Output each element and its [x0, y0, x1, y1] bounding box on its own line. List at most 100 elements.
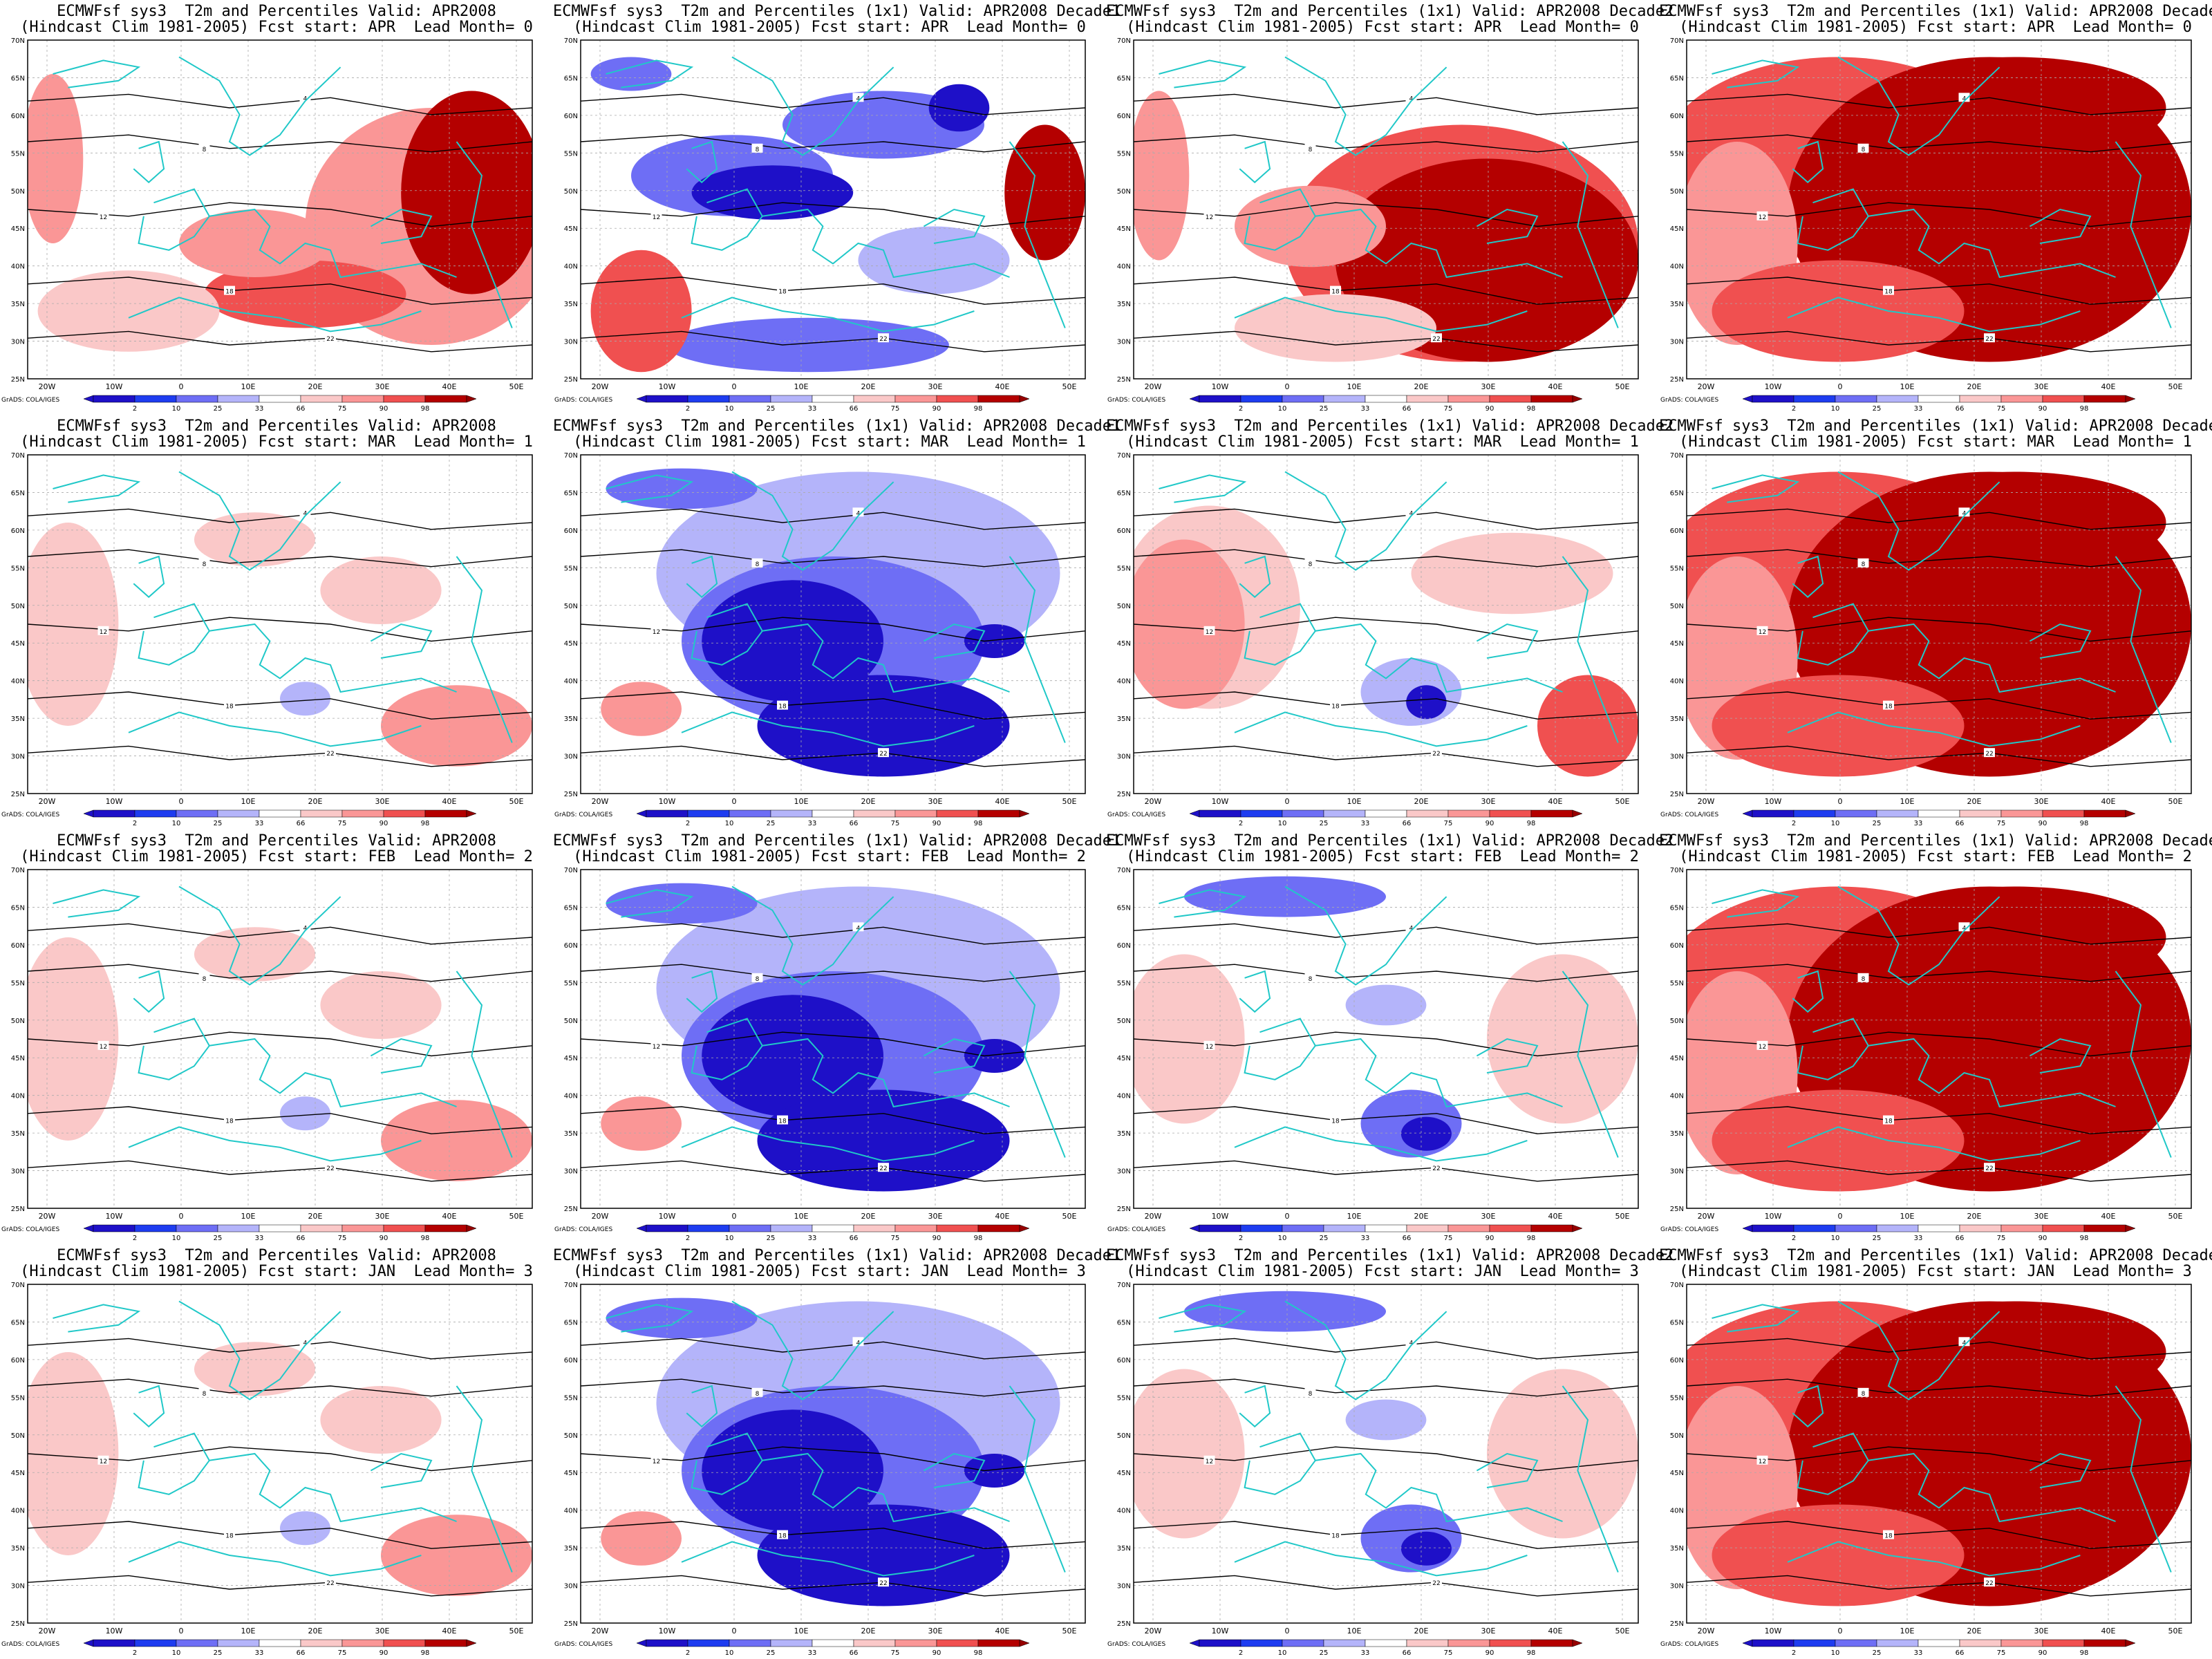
lat-tick-label: 35N: [1670, 1130, 1684, 1138]
lat-tick-label: 25N: [1670, 376, 1684, 384]
isotherm-label: 12: [1206, 1459, 1213, 1465]
lon-tick-label: 50E: [1062, 382, 1077, 391]
lat-tick-label: 40N: [11, 678, 25, 686]
lat-tick-label: 25N: [1117, 1206, 1131, 1213]
panel-title-line1: ECMWFsf sys3 T2m and Percentiles (1x1) V…: [553, 3, 1121, 20]
coastline: [1284, 1300, 1447, 1400]
percentile-shading: [28, 512, 532, 767]
colorbar-tick-label: 25: [767, 820, 776, 827]
coastline: [138, 603, 210, 666]
colorbar-tick-label: 2: [133, 405, 137, 413]
colorbar-segment: [1752, 395, 1794, 403]
percentile-region: [1863, 1301, 2166, 1403]
colorbar-segment: [2000, 1639, 2043, 1647]
isotherm-label: 8: [756, 1391, 760, 1398]
lat-tick-label: 70N: [11, 867, 25, 874]
lat-tick-label: 55N: [1117, 980, 1131, 987]
isotherm-label: 12: [100, 1459, 107, 1465]
isotherm-line: [28, 964, 532, 982]
map-canvas: 4812182270N65N60N55N50N45N40N35N30N25N20…: [1670, 37, 2192, 413]
colorbar-segment: [424, 1639, 467, 1647]
lon-tick-label: 10W: [1765, 1627, 1782, 1635]
lon-tick-label: 10E: [241, 797, 256, 806]
lon-tick-label: 30E: [2034, 382, 2049, 391]
colorbar-tick-label: 90: [2038, 405, 2047, 413]
colorbar-segment: [217, 809, 260, 818]
lon-tick-label: 40E: [995, 382, 1010, 391]
isotherm-line: [1134, 964, 1638, 982]
grads-credit: GrADS: COLA/IGES: [1660, 397, 1719, 404]
map-frame: [580, 1284, 1086, 1624]
coastline: [1244, 188, 1316, 251]
lat-tick-label: 50N: [1117, 603, 1131, 610]
map-canvas: 4812182270N65N60N55N50N45N40N35N30N25N20…: [1670, 452, 2192, 827]
colorbar-segment: [1876, 1224, 1919, 1232]
colorbar-tick-label: 75: [1444, 1649, 1453, 1657]
isotherm-label-box: [325, 333, 336, 343]
lon-tick-label: 30E: [375, 1212, 390, 1221]
panel-title-line1: ECMWFsf sys3 T2m and Percentiles (1x1) V…: [553, 418, 1121, 435]
colorbar-tick-label: 33: [1361, 1235, 1370, 1242]
isotherm-line: [1687, 745, 2191, 767]
coastline: [133, 970, 165, 1013]
isotherm-line: [581, 1521, 1085, 1549]
colorbar-segment: [1530, 395, 1573, 403]
map-panel: ECMWFsf sys3 T2m and Percentiles (1x1) V…: [1106, 1244, 1674, 1659]
coastline: [1234, 1541, 1528, 1577]
lat-tick-label: 30N: [11, 1583, 25, 1591]
panel-title-line1: ECMWFsf sys3 T2m and Percentiles (1x1) V…: [1659, 1247, 2212, 1264]
isotherm-line: [1134, 1575, 1638, 1597]
coastline: [1476, 623, 1539, 659]
lon-tick-label: 10W: [106, 1212, 123, 1221]
isotherm-line: [1687, 330, 2191, 353]
colorbar-arrow-high: [1019, 1639, 1030, 1647]
coastline: [762, 1452, 1010, 1523]
isotherm-label: 12: [1759, 629, 1766, 636]
lat-tick-label: 45N: [564, 1470, 578, 1477]
isotherm-line: [1687, 93, 2191, 115]
percentile-shading: [28, 1342, 532, 1596]
colorbar-segment: [176, 1639, 218, 1647]
colorbar-arrow-high: [1572, 809, 1583, 818]
isotherm-label-box: [1304, 1387, 1316, 1397]
colorbar-segment: [341, 1639, 384, 1647]
isotherm-label-box: [852, 507, 864, 517]
lon-tick-label: 20W: [39, 1212, 56, 1221]
colorbar-tick-label: 25: [1320, 820, 1329, 827]
percentile-region: [28, 523, 119, 726]
lat-tick-label: 55N: [11, 150, 25, 158]
lon-tick-label: 20E: [861, 1212, 876, 1221]
grads-credit: GrADS: COLA/IGES: [1, 1226, 60, 1233]
colorbar-tick-label: 75: [891, 405, 900, 413]
lon-tick-label: 0: [179, 382, 184, 391]
colorbar-segment: [1959, 1224, 2002, 1232]
map-frame: [1133, 1284, 1639, 1624]
panel-title-line1: ECMWFsf sys3 T2m and Percentiles (1x1) V…: [1659, 832, 2212, 850]
lat-tick-label: 30N: [1670, 753, 1684, 761]
isotherm-label-box: [1984, 748, 1995, 758]
lat-tick-label: 65N: [11, 904, 25, 912]
lon-tick-label: 50E: [509, 1627, 524, 1635]
isotherm-label-box: [650, 1455, 662, 1465]
isotherm-label-box: [751, 1387, 763, 1397]
colorbar-tick-label: 25: [767, 405, 776, 413]
colorbar-tick-label: 33: [1914, 1235, 1923, 1242]
map-canvas: 4812182270N65N60N55N50N45N40N35N30N25N20…: [1117, 867, 1639, 1242]
percentile-region: [601, 1511, 682, 1566]
colorbar-arrow-high: [1572, 1224, 1583, 1232]
isotherm-label-box: [751, 973, 763, 982]
coastline: [138, 188, 210, 251]
colorbar-segment: [134, 1224, 177, 1232]
map-canvas: 4812182270N65N60N55N50N45N40N35N30N25N20…: [1670, 867, 2192, 1242]
percentile-region: [757, 1504, 1010, 1606]
colorbar-arrow-high: [466, 1639, 477, 1647]
lat-tick-label: 25N: [1670, 1206, 1684, 1213]
colorbar-arrow-low: [83, 1639, 94, 1647]
lat-tick-label: 45N: [1670, 225, 1684, 233]
percentile-region: [381, 1100, 532, 1181]
isotherm-contours: 4 8 12 18 22: [1687, 93, 2191, 353]
isotherm-label: 8: [1862, 561, 1866, 568]
lon-tick-label: 10W: [659, 797, 676, 806]
panel-title-line2: (Hindcast Clim 1981-2005) Fcst start: FE…: [20, 848, 533, 865]
isotherm-label-box: [97, 626, 109, 635]
